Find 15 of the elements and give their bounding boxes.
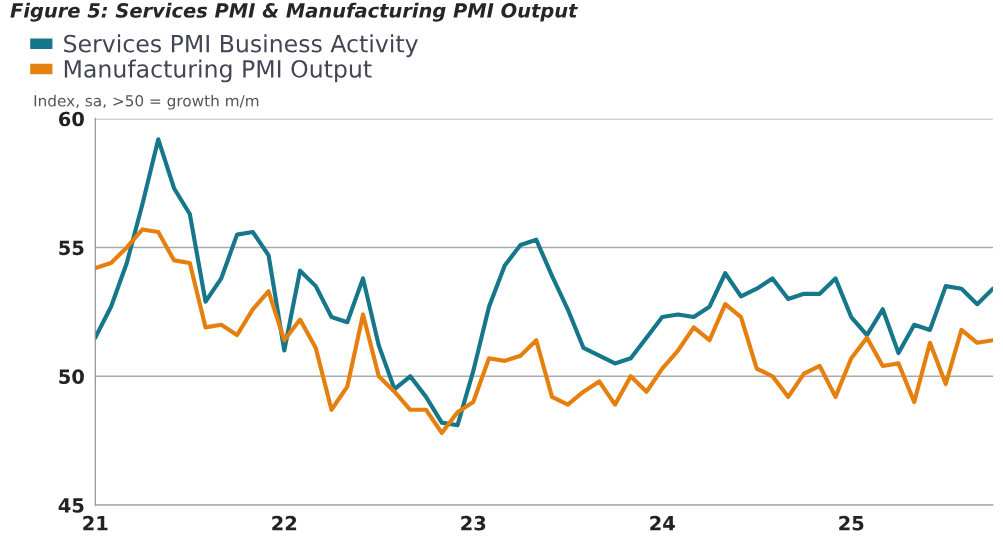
y-axis-title: Index, sa, >50 = growth m/m xyxy=(34,94,259,110)
legend-label: Services PMI Business Activity xyxy=(64,34,418,58)
x-tick-label: 21 xyxy=(83,515,108,531)
line-series xyxy=(95,137,993,428)
y-tick-label: 55 xyxy=(59,240,84,256)
x-tick-label: 25 xyxy=(839,515,864,531)
y-tick-label: 60 xyxy=(59,111,84,127)
line-series xyxy=(95,227,993,436)
chart-title: Figure 5: Services PMI & Manufacturing PMI Output xyxy=(10,2,578,22)
x-tick-label: 23 xyxy=(461,515,486,531)
y-tick-label: 50 xyxy=(59,369,84,384)
x-tick-label: 24 xyxy=(650,515,675,531)
x-tick-label: 22 xyxy=(272,515,297,531)
legend-label: Manufacturing PMI Output xyxy=(64,59,372,83)
y-tick-label: 45 xyxy=(58,498,84,513)
